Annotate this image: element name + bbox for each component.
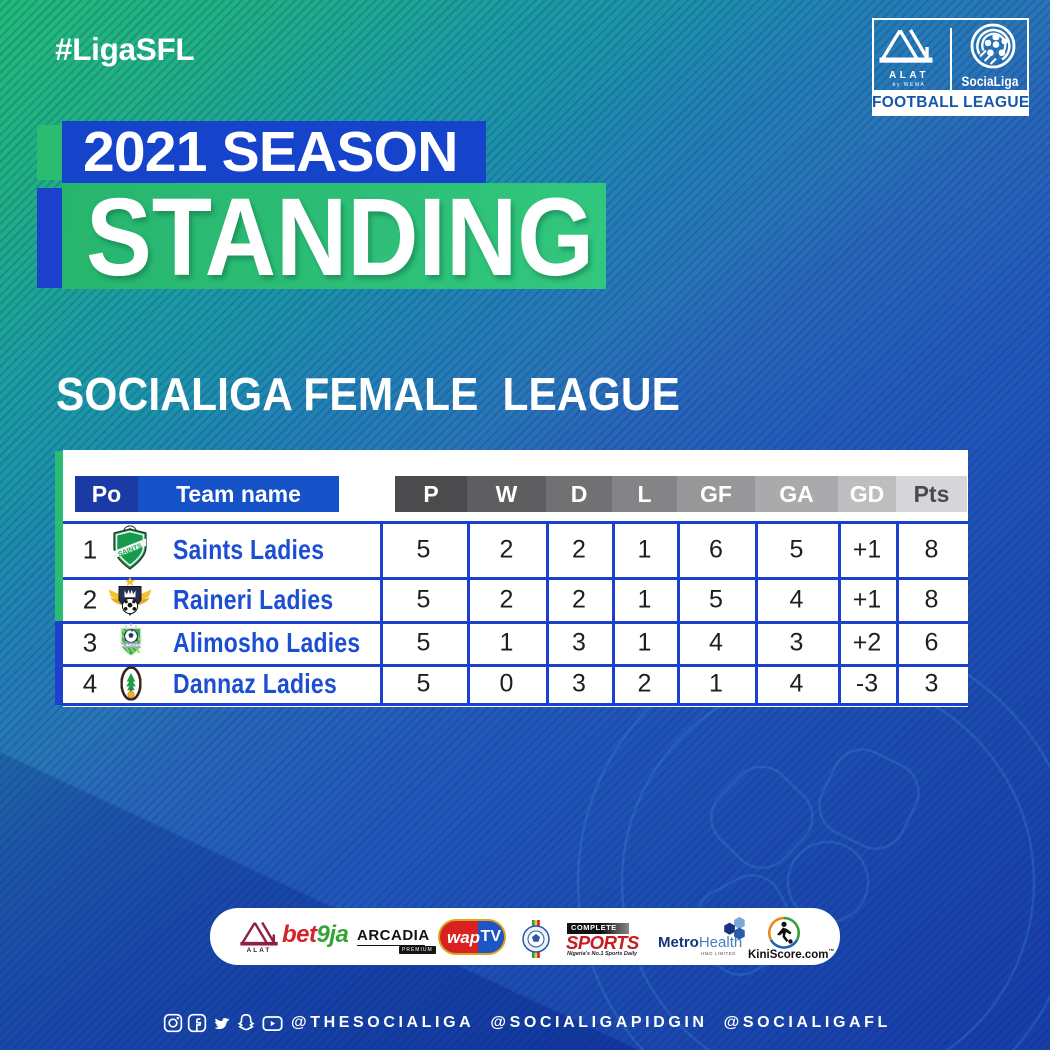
- svg-text:ALIMOSHO: ALIMOSHO: [120, 643, 142, 648]
- svg-text:ALAT: ALAT: [247, 947, 272, 954]
